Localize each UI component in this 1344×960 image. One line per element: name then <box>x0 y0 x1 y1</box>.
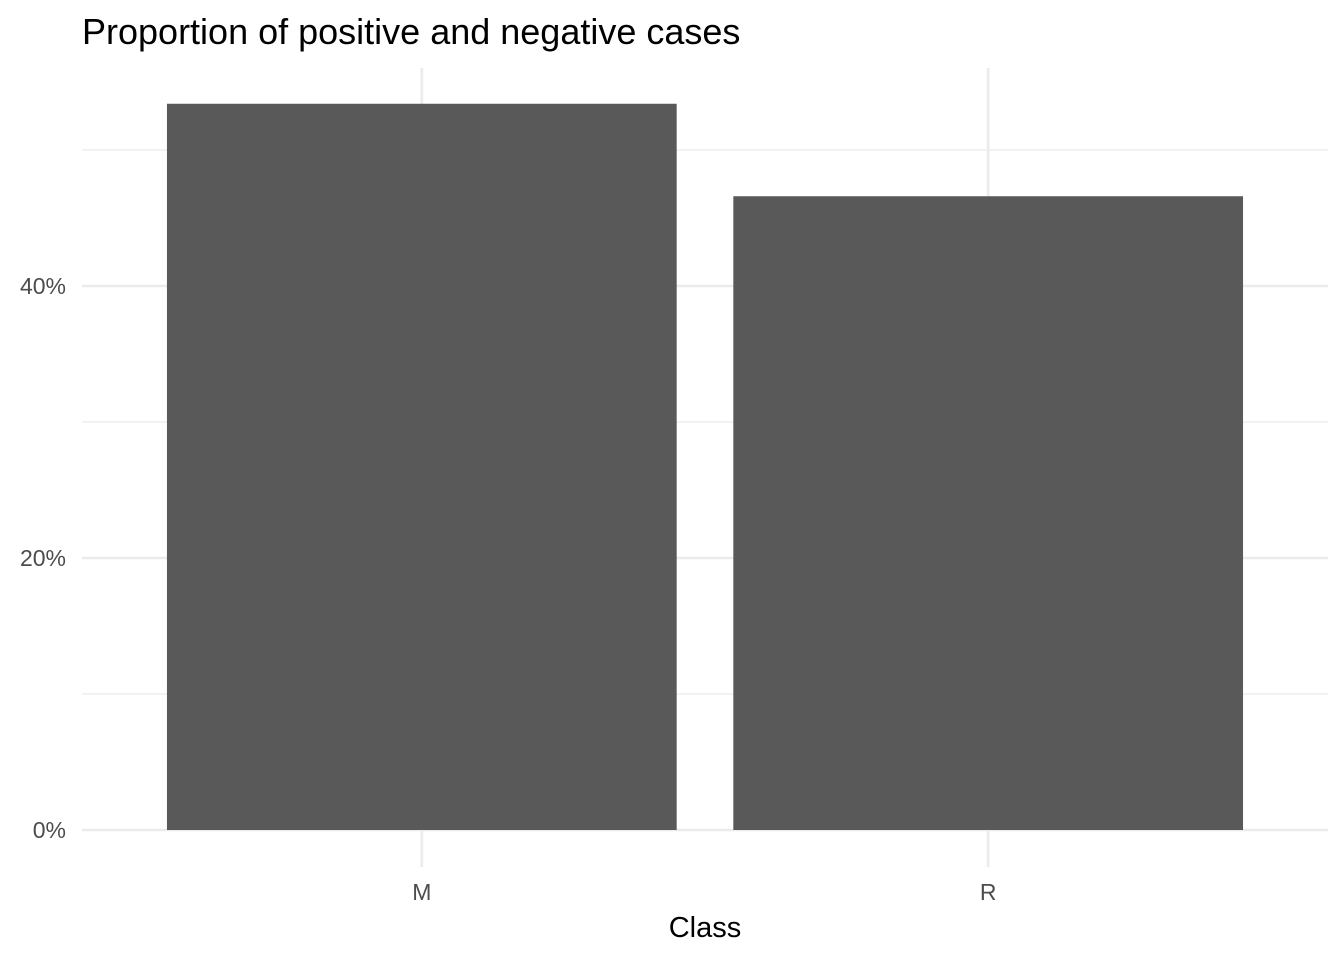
y-tick-label: 20% <box>20 545 66 571</box>
x-axis-title: Class <box>669 912 742 944</box>
x-tick-label: R <box>980 879 997 905</box>
bar-m <box>166 103 677 830</box>
y-tick-label: 0% <box>33 817 66 843</box>
y-tick-label: 40% <box>20 273 66 299</box>
y-axis-tick-labels: 0% 20% 40% <box>20 273 66 843</box>
bar-r <box>733 196 1244 831</box>
bars <box>166 103 1244 831</box>
chart-title: Proportion of positive and negative case… <box>82 11 740 52</box>
x-tick-label: M <box>412 879 431 905</box>
